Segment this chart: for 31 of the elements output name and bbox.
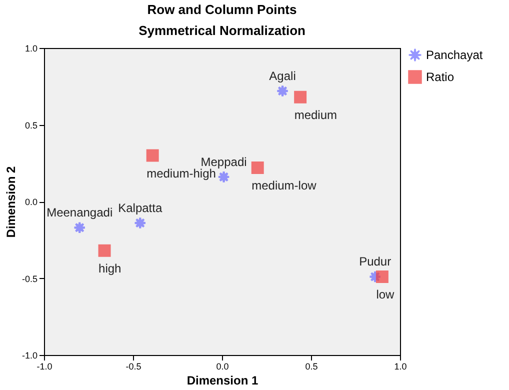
x-tick-label: 0.0 (216, 362, 229, 372)
annotation: Pudur (359, 254, 392, 269)
annotation: Meenangadi (46, 206, 113, 220)
annotation: Meppadi (200, 154, 247, 169)
point (98, 244, 111, 257)
x-tick-label: 0.5 (305, 362, 318, 372)
annotation: low (376, 288, 395, 302)
annotation: medium-low (252, 178, 317, 193)
y-tick-label: 0.5 (24, 120, 38, 130)
y-tick-label: -0.5 (22, 274, 38, 284)
point (251, 161, 264, 174)
y-axis-title: Dimension 2 (4, 166, 18, 238)
x-tick-label: -0.5 (126, 362, 142, 372)
y-tick-label: -1.0 (22, 350, 38, 360)
point (146, 149, 159, 162)
chart-subtitle: Symmetrical Normalization (138, 23, 306, 38)
point (376, 270, 388, 283)
legend-label: Ratio (426, 70, 454, 84)
x-tick-label: 1.0 (394, 362, 407, 372)
legend-label: Panchayat (426, 48, 484, 62)
y-tick-label: 1.0 (24, 44, 38, 54)
annotation: medium-high (146, 166, 216, 180)
annotation: Kalpatta (118, 200, 162, 215)
x-axis-title: Dimension 1 (186, 374, 258, 388)
annotation: Agali (269, 68, 296, 83)
x-tick-label: -1.0 (36, 362, 52, 372)
chart-title: Row and Column Points (147, 2, 297, 17)
point (294, 90, 307, 104)
annotation: high (98, 262, 122, 276)
annotation: medium (294, 108, 338, 122)
y-tick-label: 0.0 (24, 197, 38, 207)
